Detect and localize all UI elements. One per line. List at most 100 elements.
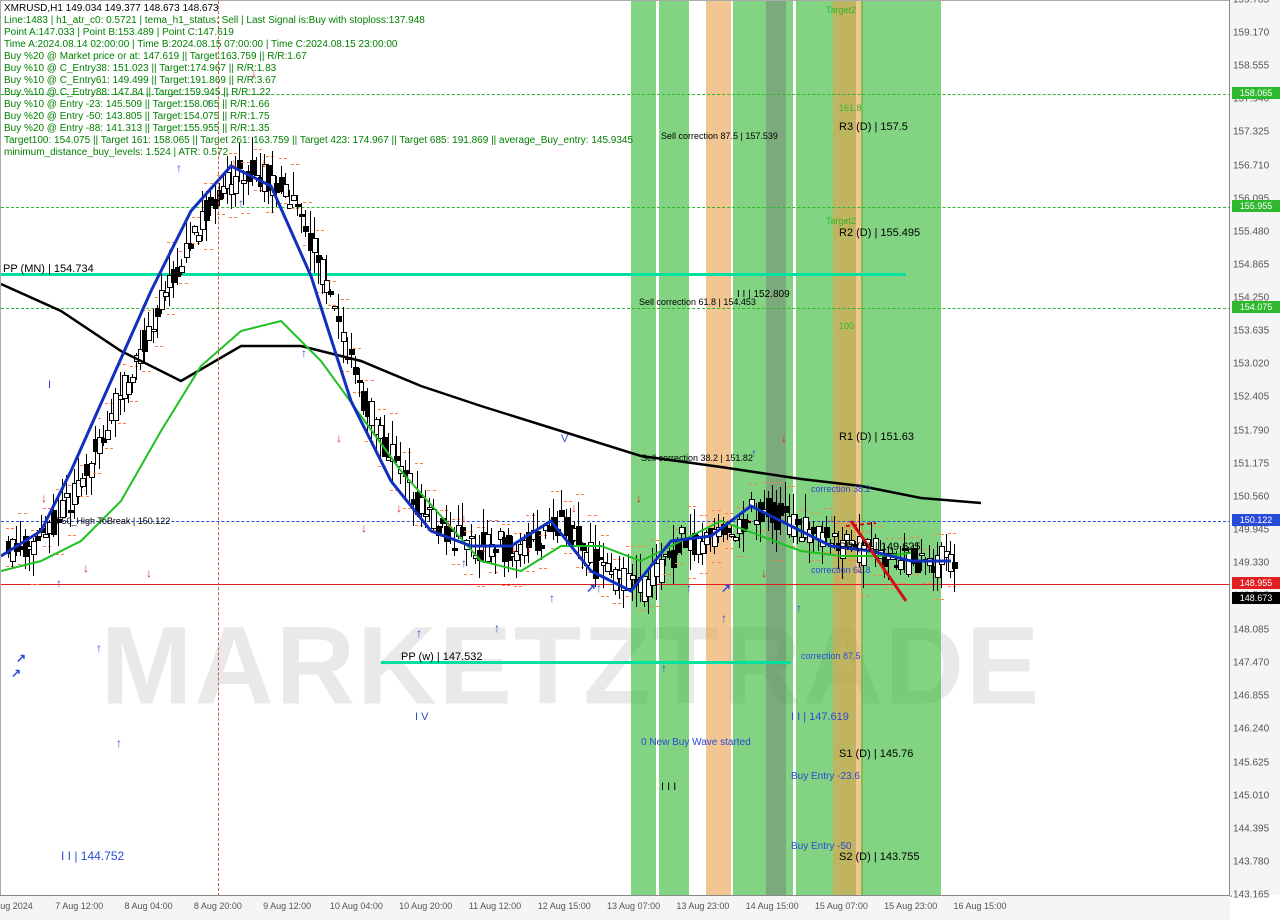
- background-band: [833, 1, 863, 896]
- down-arrow-icon: ↓: [83, 561, 89, 575]
- diagonal-arrow-icon: ↗: [721, 581, 731, 595]
- chart-label: R3 (D) | 157.5: [839, 121, 908, 133]
- info-line: Time A:2024.08.14 02:00:00 | Time B:2024…: [4, 39, 397, 50]
- down-arrow-icon: ↓: [446, 516, 452, 530]
- chart-label: V: [561, 433, 568, 445]
- y-tick: 157.325: [1233, 127, 1269, 138]
- down-arrow-icon: ↓: [761, 566, 767, 580]
- y-tick: 159.785: [1233, 0, 1269, 6]
- price-tag: 148.673: [1232, 592, 1280, 604]
- x-tick: 15 Aug 07:00: [815, 901, 868, 911]
- x-tick: 14 Aug 15:00: [746, 901, 799, 911]
- chart-label: correction 87.5: [801, 651, 861, 661]
- x-tick: 6 Aug 2024: [0, 901, 33, 911]
- y-tick: 144.395: [1233, 823, 1269, 834]
- down-arrow-icon: ↓: [781, 431, 787, 445]
- y-tick: 149.330: [1233, 558, 1269, 569]
- chart-label: Target2: [826, 5, 856, 15]
- chart-label: Buy Entry -23.6: [791, 771, 860, 782]
- chart-label: PP (D) | 149.625: [839, 541, 921, 553]
- up-arrow-icon: ↑: [549, 591, 555, 605]
- up-arrow-icon: ↑: [796, 601, 802, 615]
- up-arrow-icon: ↑: [416, 626, 422, 640]
- down-arrow-icon: ↓: [361, 521, 367, 535]
- y-tick: 145.625: [1233, 757, 1269, 768]
- chart-label: 0 New Buy Wave started: [641, 737, 751, 748]
- price-tag: 150.122: [1232, 514, 1280, 526]
- down-arrow-icon: ↓: [41, 491, 47, 505]
- chart-title: XMRUSD,H1 149.034 149.377 148.673 148.67…: [4, 3, 219, 14]
- info-line: Point A:147.033 | Point B:153.489 | Poin…: [4, 27, 234, 38]
- chart-label: F50_High ToBreak | 150.122: [56, 516, 170, 526]
- y-tick: 145.010: [1233, 790, 1269, 801]
- x-tick: 8 Aug 20:00: [194, 901, 242, 911]
- chart-label: S1 (D) | 145.76: [839, 748, 913, 760]
- down-arrow-icon: ↓: [881, 561, 887, 575]
- chart-label: R2 (D) | 155.495: [839, 227, 920, 239]
- info-line: Buy %20 @ Entry -50: 143.805 || Target:1…: [4, 111, 270, 122]
- y-tick: 143.780: [1233, 856, 1269, 867]
- chart-label: I I I: [661, 781, 676, 793]
- chart-label: 161.8: [839, 103, 862, 113]
- diagonal-arrow-icon: ↗: [16, 651, 26, 665]
- up-arrow-icon: ↑: [176, 161, 182, 175]
- up-arrow-icon: ↑: [116, 736, 122, 750]
- chart-label: Sell correction 38.2 | 151.82: [641, 453, 753, 463]
- y-tick: 143.165: [1233, 890, 1269, 901]
- horizontal-line: [1, 521, 1231, 522]
- down-arrow-icon: ↓: [511, 541, 517, 555]
- info-line: minimum_distance_buy_levels: 1.524 | ATR…: [4, 147, 228, 158]
- horizontal-line: [1, 273, 906, 276]
- background-band: [861, 1, 941, 896]
- y-axis: 159.785159.170158.555157.940157.325156.7…: [1229, 0, 1280, 895]
- y-tick: 153.635: [1233, 326, 1269, 337]
- y-tick: 151.175: [1233, 458, 1269, 469]
- down-arrow-icon: ↓: [636, 491, 642, 505]
- x-tick: 8 Aug 04:00: [125, 901, 173, 911]
- down-arrow-icon: ↓: [571, 501, 577, 515]
- plot-area[interactable]: MARKETZTRADE ↓↑↓↑↑↓↑↑↓↑↓↓↑↓↓↓↑↓↓↑↓↑↓↓↑↓↑…: [0, 0, 1232, 897]
- up-arrow-icon: ↑: [596, 581, 602, 595]
- chart-label: correction 61.8: [811, 565, 871, 575]
- up-arrow-icon: ↑: [56, 576, 62, 590]
- chart-label: I: [48, 379, 51, 391]
- up-arrow-icon: ↑: [238, 196, 244, 210]
- chart-label: I I | 152.809: [737, 289, 790, 300]
- chart-label: R1 (D) | 151.63: [839, 431, 914, 443]
- down-arrow-icon: ↓: [396, 501, 402, 515]
- y-tick: 154.865: [1233, 259, 1269, 270]
- y-tick: 152.405: [1233, 392, 1269, 403]
- info-line: Line:1483 | h1_atr_c0: 0.5721 | tema_h1_…: [4, 15, 425, 26]
- horizontal-line: [1, 207, 1231, 208]
- y-tick: 153.020: [1233, 359, 1269, 370]
- up-arrow-icon: ↑: [494, 621, 500, 635]
- y-tick: 146.855: [1233, 691, 1269, 702]
- chart-label: PP (MN) | 154.734: [3, 263, 94, 275]
- chart-container: MARKETZTRADE ↓↑↓↑↑↓↑↑↓↑↓↓↑↓↓↓↑↓↓↑↓↑↓↓↑↓↑…: [0, 0, 1280, 920]
- price-tag: 158.065: [1232, 87, 1280, 99]
- up-arrow-icon: ↑: [686, 581, 692, 595]
- info-line: Buy %10 @ C_Entry88: 147.84 || Target:15…: [4, 87, 271, 98]
- down-arrow-icon: ↓: [146, 566, 152, 580]
- x-tick: 13 Aug 23:00: [676, 901, 729, 911]
- y-tick: 155.480: [1233, 226, 1269, 237]
- diagonal-arrow-icon: ↗: [586, 581, 596, 595]
- horizontal-line: [1, 308, 1231, 309]
- up-arrow-icon: ↑: [661, 661, 667, 675]
- chart-label: I I | 144.752: [61, 849, 124, 863]
- chart-label: correction 38.2: [811, 484, 871, 494]
- vertical-marker: [218, 1, 219, 896]
- chart-label: 100: [839, 321, 854, 331]
- y-tick: 151.790: [1233, 425, 1269, 436]
- up-arrow-icon: ↑: [96, 641, 102, 655]
- chart-label: Target2: [826, 216, 856, 226]
- y-tick: 158.555: [1233, 61, 1269, 72]
- chart-label: PP (w) | 147.532: [401, 651, 483, 663]
- down-arrow-icon: ↓: [336, 431, 342, 445]
- info-line: Buy %10 @ Entry -23: 145.509 || Target:1…: [4, 99, 270, 110]
- chart-label: S2 (D) | 143.755: [839, 851, 920, 863]
- price-tag: 148.955: [1232, 577, 1280, 589]
- y-tick: 156.710: [1233, 160, 1269, 171]
- x-tick: 15 Aug 23:00: [884, 901, 937, 911]
- x-tick: 7 Aug 12:00: [55, 901, 103, 911]
